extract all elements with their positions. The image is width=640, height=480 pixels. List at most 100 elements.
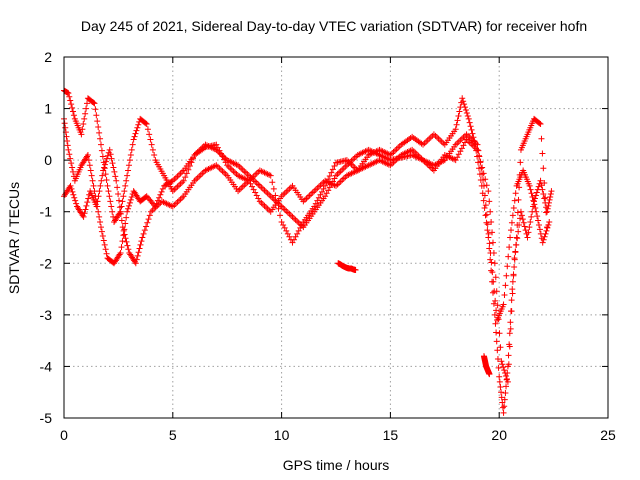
- data-point: [468, 126, 475, 133]
- data-point: [147, 136, 154, 143]
- data-point: [500, 301, 507, 308]
- x-tick-label: 25: [600, 427, 616, 443]
- data-point: [493, 338, 500, 345]
- data-point: [529, 208, 536, 215]
- data-point: [514, 235, 521, 242]
- data-point: [486, 240, 493, 247]
- data-point: [352, 266, 359, 273]
- data-point: [542, 230, 549, 237]
- data-point: [67, 97, 74, 104]
- data-point: [83, 105, 90, 112]
- data-point: [224, 162, 231, 169]
- data-point: [213, 141, 220, 148]
- data-point: [520, 219, 527, 226]
- data-point: [455, 112, 462, 119]
- data-point: [69, 164, 76, 171]
- data-point: [515, 196, 522, 203]
- data-point: [85, 157, 92, 164]
- data-point: [501, 396, 508, 403]
- data-point: [107, 198, 114, 205]
- x-axis-label: GPS time / hours: [283, 457, 390, 473]
- data-point: [491, 260, 498, 267]
- data-point: [480, 182, 487, 189]
- data-point: [214, 163, 221, 170]
- data-point: [501, 403, 508, 410]
- data-point: [85, 195, 92, 202]
- data-point: [145, 216, 152, 223]
- data-point: [482, 202, 489, 209]
- data-point: [102, 158, 109, 165]
- data-point: [69, 104, 76, 111]
- data-point: [505, 253, 512, 260]
- data-point: [109, 160, 116, 167]
- data-point: [65, 90, 72, 97]
- data-point: [138, 238, 145, 245]
- data-point: [314, 185, 321, 192]
- data-point: [539, 239, 546, 246]
- chart-title: Day 245 of 2021, Sidereal Day-to-day VTE…: [81, 18, 587, 34]
- data-point: [458, 145, 465, 152]
- data-point: [142, 120, 149, 127]
- data-point: [280, 205, 287, 212]
- data-point: [95, 123, 102, 130]
- data-point: [525, 229, 532, 236]
- data-point: [67, 155, 74, 162]
- data-point: [503, 373, 510, 380]
- data-point: [119, 198, 126, 205]
- data-point: [238, 185, 245, 192]
- data-point: [134, 252, 141, 259]
- y-axis-label: SDTVAR / TECUs: [6, 182, 22, 294]
- x-tick-label: 10: [274, 427, 290, 443]
- y-tick-label: -1: [40, 204, 53, 220]
- data-point: [179, 179, 186, 186]
- data-point: [123, 238, 130, 245]
- data-point: [100, 167, 107, 174]
- data-point: [250, 186, 257, 193]
- data-point: [325, 187, 332, 194]
- data-point: [238, 165, 245, 172]
- data-point: [503, 383, 510, 390]
- data-point: [480, 170, 487, 177]
- data-point: [485, 188, 492, 195]
- data-point: [527, 186, 534, 193]
- data-point: [269, 179, 276, 186]
- data-point: [106, 193, 113, 200]
- data-point: [109, 208, 116, 215]
- data-point: [264, 205, 271, 212]
- data-point: [421, 140, 428, 147]
- data-point: [149, 207, 156, 214]
- data-point: [474, 141, 481, 148]
- data-point: [502, 389, 509, 396]
- data-point: [119, 224, 126, 231]
- data-point: [84, 151, 91, 158]
- data-point: [244, 171, 251, 178]
- data-point: [71, 194, 78, 201]
- data-point: [538, 135, 545, 142]
- data-point: [545, 221, 552, 228]
- data-point: [511, 255, 518, 262]
- data-point: [267, 172, 274, 179]
- data-point: [280, 221, 287, 228]
- data-point: [82, 110, 89, 117]
- data-point: [501, 291, 508, 298]
- data-point: [99, 233, 106, 240]
- data-point: [440, 140, 447, 147]
- data-point: [537, 177, 544, 184]
- data-point: [292, 233, 299, 240]
- data-point: [540, 236, 547, 243]
- data-point: [487, 256, 494, 263]
- data-point: [460, 98, 467, 105]
- data-point: [283, 188, 290, 195]
- data-point: [537, 121, 544, 128]
- data-point: [492, 297, 499, 304]
- data-point: [84, 153, 91, 160]
- data-point: [127, 196, 134, 203]
- data-point: [259, 201, 266, 208]
- data-point: [263, 204, 270, 211]
- data-point: [125, 162, 132, 169]
- data-point: [509, 212, 516, 219]
- data-point: [132, 130, 139, 137]
- data-point: [125, 167, 132, 174]
- data-point: [437, 137, 444, 144]
- data-point: [193, 176, 200, 183]
